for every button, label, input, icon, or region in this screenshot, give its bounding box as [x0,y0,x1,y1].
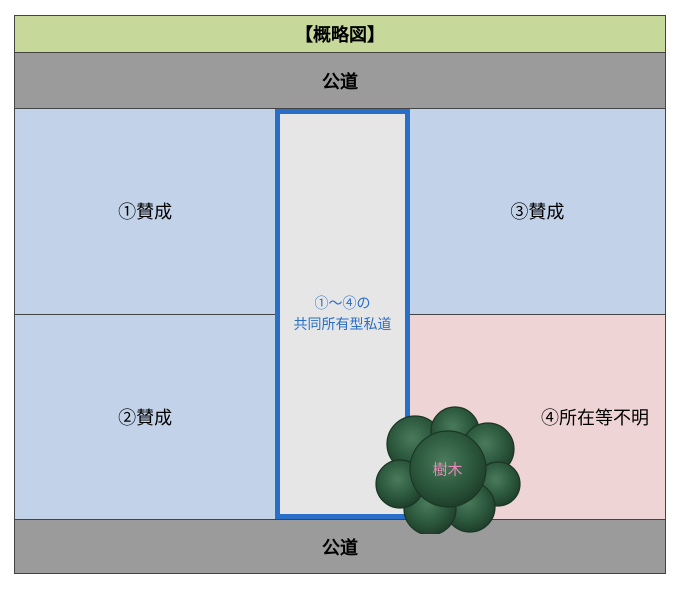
title-text: 【概略図】 [295,21,385,47]
plot-1: ①賛成 [15,109,275,315]
right-column: ③賛成 ④所在等不明 [410,109,665,519]
public-road-bottom: 公道 [15,519,665,573]
plot-3-label: ③賛成 [510,198,564,224]
plot-4: ④所在等不明 [410,315,665,520]
private-road: ①～④の 共同所有型私道 [275,109,410,519]
left-column: ①賛成 ②賛成 [15,109,275,519]
plots-area: ①賛成 ②賛成 ①～④の 共同所有型私道 ③賛成 ④所在等不明 [15,109,665,519]
road-top-label: 公道 [322,68,358,94]
center-line-1: ①～④の [314,293,370,314]
plot-2-label: ②賛成 [118,404,172,430]
public-road-top: 公道 [15,53,665,109]
plot-4-label: ④所在等不明 [541,404,649,430]
plot-2: ②賛成 [15,315,275,520]
center-line-2: 共同所有型私道 [293,314,391,335]
diagram-title: 【概略図】 [15,16,665,53]
plot-1-label: ①賛成 [118,198,172,224]
plot-3: ③賛成 [410,109,665,315]
schematic-diagram: 【概略図】 公道 ①賛成 ②賛成 ①～④の 共同所有型私道 ③賛成 [14,15,666,574]
road-bottom-label: 公道 [322,534,358,560]
